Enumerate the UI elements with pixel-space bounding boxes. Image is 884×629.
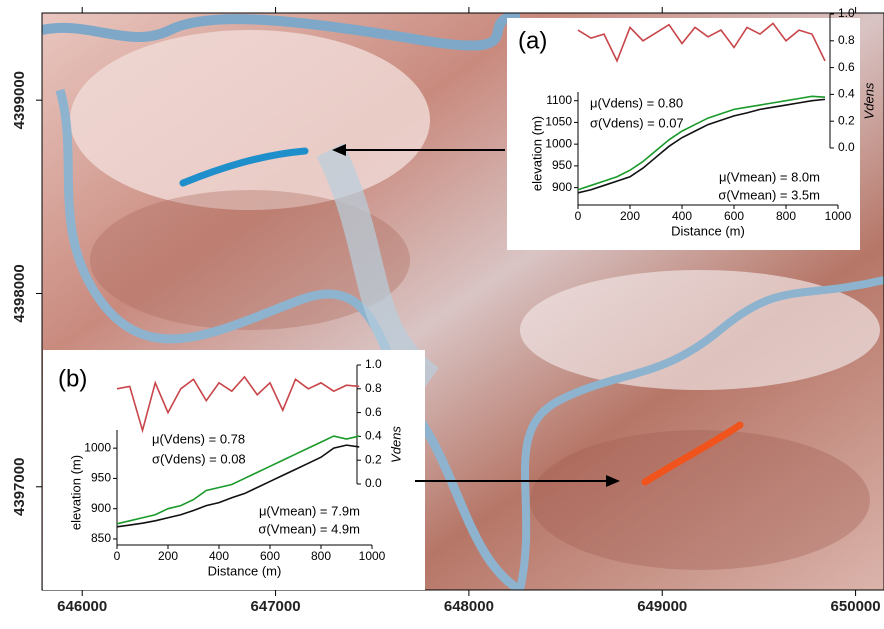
x-tick-label: 648000 — [444, 598, 494, 615]
y2-tick-label: 0.6 — [365, 405, 382, 419]
y2-tick-label: 0.0 — [365, 476, 382, 490]
series-line — [577, 22, 826, 63]
series-line — [577, 98, 826, 194]
inset-background — [507, 18, 860, 250]
y-tick-label: 900 — [552, 180, 572, 194]
annotation: μ(Vmean) = 8.0m — [719, 169, 820, 184]
y2-tick-label: 1.0 — [838, 6, 855, 20]
y-tick-label: 1050 — [545, 115, 572, 129]
inset-chart: 0 200 400 600 800 1000 850 900 950 1000 0.0 0.2 0.4 0… — [43, 350, 425, 590]
y-tick-label: 850 — [91, 531, 111, 545]
arrow-b-head — [606, 475, 620, 487]
x-axis-label: Distance (m) — [208, 563, 282, 578]
y2-tick-label: 0.2 — [838, 113, 855, 127]
y-tick-label: 950 — [91, 471, 111, 485]
x-tick-label: 600 — [724, 209, 744, 223]
y-tick-label: 1000 — [84, 440, 111, 454]
y2-tick-label: 0.8 — [365, 381, 382, 395]
x-tick-label: 1000 — [359, 549, 386, 563]
y-tick-label: 1000 — [545, 136, 572, 150]
panel-label: (b) — [58, 365, 87, 392]
y2-axis-label: Vdens — [861, 82, 876, 119]
y-tick-label: 4399000 — [11, 71, 28, 129]
series-line — [116, 435, 360, 525]
x-axis-label: Distance (m) — [671, 223, 745, 238]
annotation: σ(Vdens) = 0.07 — [590, 115, 684, 130]
x-tick-label: 649000 — [637, 598, 687, 615]
x-tick-label: 400 — [672, 209, 692, 223]
profile-a-line — [179, 147, 309, 187]
x-tick-label: 800 — [776, 209, 796, 223]
x-tick-label: 646000 — [57, 598, 107, 615]
inset-background — [43, 350, 425, 590]
y-axis-label: elevation (m) — [529, 116, 544, 191]
x-tick-label: 650000 — [831, 598, 881, 615]
y-tick-label: 4397000 — [11, 458, 28, 516]
y2-tick-label: 0.8 — [838, 33, 855, 47]
annotation: σ(Vdens) = 0.08 — [152, 451, 246, 466]
x-tick-label: 200 — [620, 209, 640, 223]
y2-tick-label: 0.0 — [838, 140, 855, 154]
y2-tick-label: 0.4 — [838, 87, 855, 101]
series-line — [577, 95, 826, 191]
y2-tick-label: 0.2 — [365, 452, 382, 466]
y-tick-label: 1100 — [546, 93, 572, 107]
arrow-a-head — [332, 144, 346, 156]
y-tick-label: 4398000 — [11, 264, 28, 322]
annotation: μ(Vdens) = 0.80 — [590, 95, 683, 110]
x-tick-label: 647000 — [251, 598, 301, 615]
annotation: μ(Vdens) = 0.78 — [152, 431, 245, 446]
y2-tick-label: 0.4 — [365, 429, 382, 443]
y2-tick-label: 0.6 — [838, 60, 855, 74]
y-tick-label: 900 — [91, 501, 111, 515]
x-tick-label: 1000 — [825, 209, 852, 223]
annotation: σ(Vmean) = 4.9m — [258, 521, 360, 536]
x-tick-label: 800 — [311, 549, 331, 563]
y-tick-label: 950 — [552, 158, 572, 172]
x-tick-label: 600 — [260, 549, 280, 563]
map-frame — [41, 12, 884, 591]
x-tick-label: 0 — [114, 549, 121, 563]
x-tick-label: 0 — [575, 209, 582, 223]
annotation: μ(Vmean) = 7.9m — [259, 503, 360, 518]
annotation: σ(Vmean) = 3.5m — [718, 187, 820, 202]
x-tick-label: 200 — [158, 549, 178, 563]
panel-label: (a) — [518, 27, 547, 54]
series-line — [116, 375, 360, 434]
inset-chart: 0 200 400 600 800 1000 900 950 1000 1050 1100 0.0 0.… — [507, 6, 876, 250]
y2-tick-label: 1.0 — [365, 357, 382, 371]
y2-axis-label: Vdens — [388, 426, 403, 463]
series-line — [116, 444, 360, 528]
x-tick-label: 400 — [209, 549, 229, 563]
profile-b-line — [641, 421, 744, 486]
y-axis-label: elevation (m) — [68, 455, 83, 530]
